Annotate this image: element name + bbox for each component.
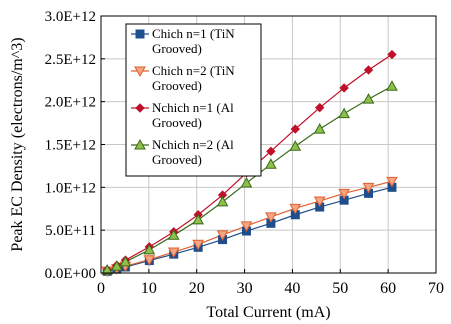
data-point-3-6 (216, 195, 229, 207)
data-point-3-10 (313, 123, 326, 134)
legend-label-0-0: Chich n=1 (TiN (152, 26, 235, 41)
x-tick-label-3: 30 (237, 280, 253, 297)
data-point-1-5 (192, 239, 204, 251)
data-point-2-10 (315, 102, 325, 113)
legend-marker-3 (134, 138, 146, 150)
y-tick-label-5: 2.5E+12 (45, 52, 96, 68)
data-point-3-2 (119, 255, 132, 267)
series-markers-3 (101, 80, 398, 275)
x-tick-label-2: 20 (189, 280, 205, 297)
x-tick-label-1: 10 (141, 280, 157, 297)
data-point-3-5 (192, 213, 204, 225)
data-point-1-3 (143, 255, 156, 266)
y-tick-label-1: 5.0E+11 (45, 223, 96, 239)
data-point-2-11 (339, 83, 349, 93)
data-point-1-7 (240, 221, 253, 232)
legend-label-3-0: Nchich n=2 (Al (152, 137, 234, 152)
legend-label-3-1: Grooved) (152, 152, 202, 167)
data-point-1-9 (289, 203, 302, 215)
x-tick-label-5: 50 (332, 280, 348, 297)
legend-marker-0 (135, 29, 145, 39)
data-point-3-9 (289, 140, 302, 151)
data-point-3-0 (101, 263, 114, 275)
legend-box (125, 23, 262, 177)
y-axis-label: Peak EC Density (electrons/m^3) (9, 37, 26, 251)
data-point-2-12 (363, 65, 374, 75)
x-tick-label-7: 70 (428, 280, 444, 297)
y-tick-label-4: 2.0E+12 (45, 95, 96, 111)
data-point-2-8 (266, 146, 276, 157)
data-point-1-6 (216, 230, 229, 241)
series-markers (101, 49, 398, 278)
x-axis-label: Total Current (mA) (206, 304, 330, 321)
data-point-3-13 (386, 80, 398, 91)
data-point-3-7 (240, 177, 253, 188)
legend-label-0-1: Grooved) (152, 41, 202, 56)
legend-label-1-1: Grooved) (152, 78, 202, 93)
y-tick-label-3: 1.5E+12 (45, 138, 96, 154)
y-tick-label-0: 0.0E+00 (45, 266, 96, 282)
data-point-1-8 (265, 212, 277, 223)
data-point-3-11 (338, 107, 350, 119)
data-point-2-13 (387, 49, 397, 60)
y-tick-label-6: 3.0E+12 (45, 9, 96, 25)
data-point-1-13 (386, 176, 398, 188)
data-point-3-3 (143, 243, 156, 255)
legend-marker-2 (135, 103, 145, 113)
x-tick-label-6: 60 (380, 280, 396, 297)
y-axis-ticks: 0.0E+00 5.0E+11 1.0E+12 1.5E+12 2.0E+12 2.5E+… (45, 9, 105, 282)
data-point-3-1 (110, 260, 123, 271)
legend-marker-1 (134, 66, 146, 78)
x-tick-label-4: 40 (284, 280, 300, 297)
x-axis-ticks: 0 10 20 30 40 50 60 70 (97, 269, 444, 297)
x-tick-label-0: 0 (97, 280, 105, 297)
data-point-1-11 (338, 188, 350, 200)
data-point-1-12 (362, 182, 375, 194)
data-point-1-10 (313, 196, 326, 208)
data-point-3-4 (167, 229, 180, 240)
series-line-2 (106, 54, 393, 271)
legend-label-2-1: Grooved) (152, 115, 202, 130)
data-point-2-9 (290, 124, 301, 134)
data-point-3-12 (362, 93, 375, 104)
legend-label-1-0: Chich n=2 (TiN (152, 63, 235, 78)
data-point-3-8 (265, 158, 277, 169)
legend-label-2-0: Nchich n=1 (Al (152, 100, 234, 115)
y-tick-label-2: 1.0E+12 (45, 180, 96, 196)
data-point-1-4 (167, 247, 180, 259)
